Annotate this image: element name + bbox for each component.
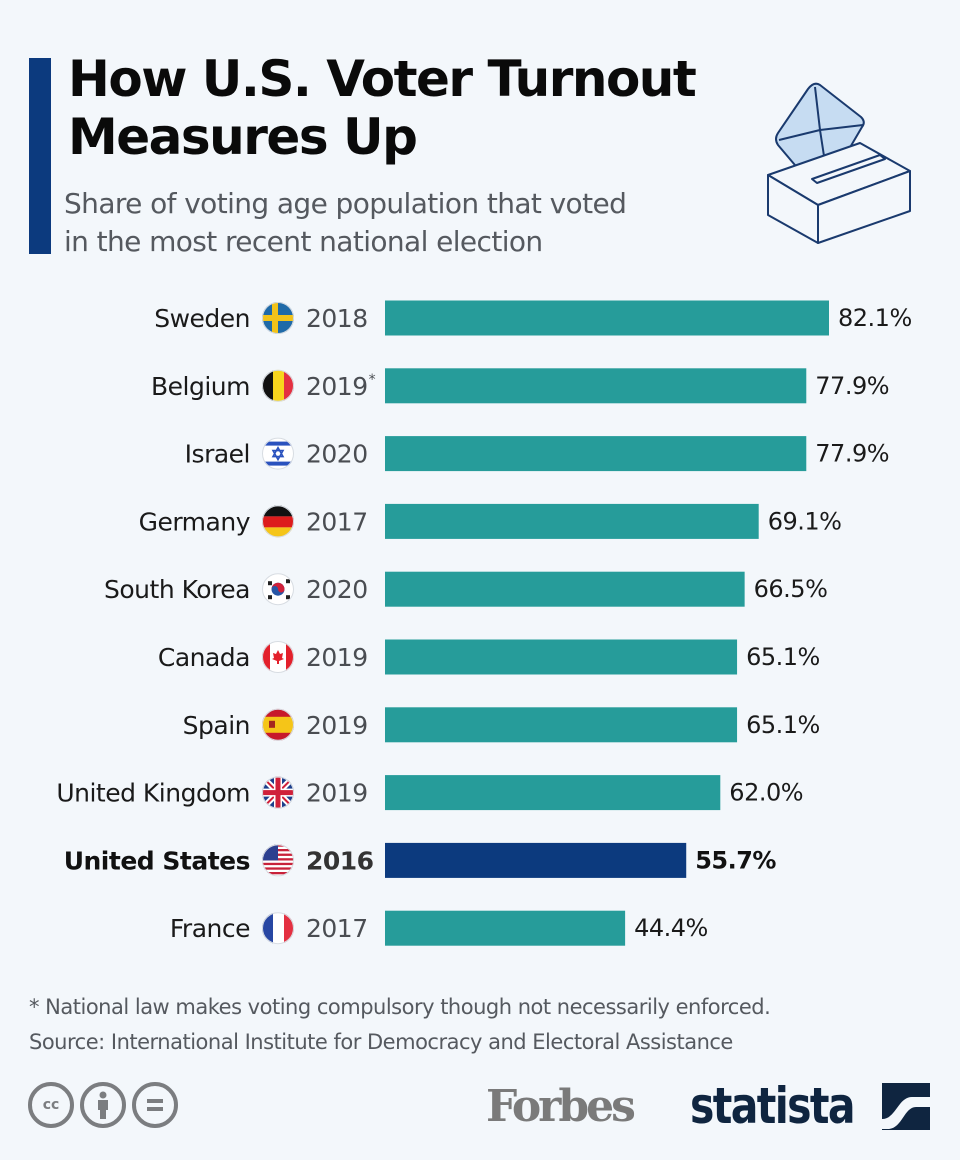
bar: [385, 571, 745, 607]
bar: [385, 775, 721, 811]
cc-text: cc: [42, 1097, 60, 1113]
united-kingdom-flag-icon: [262, 776, 294, 809]
cc-icon[interactable]: cc: [28, 1082, 74, 1128]
country-label: France: [170, 914, 250, 943]
year-label: 2019: [306, 372, 368, 401]
bar-row: United Kingdom 2019 62.0%: [56, 775, 804, 811]
value-label: 82.1%: [838, 304, 912, 332]
country-label: Spain: [183, 711, 250, 740]
year-label: 2017: [306, 507, 368, 536]
united-states-flag-icon: [262, 844, 294, 877]
source-label: Source: International Institute for Demo…: [29, 1030, 733, 1054]
france-flag-icon: [262, 912, 294, 945]
bar-row: Spain 2019 65.1%: [183, 707, 820, 743]
subtitle-line-2: in the most recent national election: [64, 225, 543, 258]
subtitle-line-1: Share of voting age population that vote…: [64, 187, 627, 220]
bar: [385, 842, 687, 878]
year-label: 2018: [306, 304, 368, 333]
israel-flag-icon: [262, 437, 294, 470]
bar-row: United States 2016 55.7%: [64, 842, 777, 878]
belgium-flag-icon: [262, 369, 294, 402]
value-label: 65.1%: [746, 711, 820, 739]
value-label: 44.4%: [634, 914, 708, 942]
ballot-box-icon: [767, 82, 911, 244]
statista-logo-icon[interactable]: [882, 1083, 930, 1130]
country-label: United Kingdom: [56, 779, 250, 808]
equals-icon: [147, 1099, 163, 1111]
value-label: 69.1%: [768, 507, 842, 535]
bar: [385, 910, 626, 946]
germany-flag-icon: [262, 505, 294, 538]
bar-row: Belgium 2019 * 77.9%: [151, 368, 890, 404]
south-korea-flag-icon: [262, 573, 294, 606]
year-label: 2019: [306, 643, 368, 672]
country-label: Germany: [139, 507, 251, 536]
bar-row: Canada 2019 65.1%: [158, 639, 820, 675]
bar-row: Israel 2020 77.9%: [185, 436, 890, 472]
bar-row: Germany 2017 69.1%: [139, 503, 842, 539]
country-label: Israel: [185, 440, 250, 469]
year-label: 2019: [306, 711, 368, 740]
country-label: Canada: [158, 643, 250, 672]
statista-logo[interactable]: statista: [690, 1077, 856, 1135]
year-label: 2017: [306, 914, 368, 943]
chart-subtitle: Share of voting age population that vote…: [64, 185, 704, 261]
year-label: 2020: [306, 575, 368, 604]
bar: [385, 707, 738, 743]
chart-title: How U.S. Voter Turnout Measures Up: [68, 50, 768, 166]
value-label: 65.1%: [746, 643, 820, 671]
bar-row: France 2017 44.4%: [170, 910, 708, 946]
country-label: Sweden: [154, 304, 250, 333]
spain-flag-icon: [262, 708, 294, 741]
chart-footnote: * National law makes voting compulsory t…: [29, 990, 771, 1060]
bar-row: Sweden 2018 82.1%: [154, 300, 912, 336]
canada-flag-icon: [262, 641, 294, 673]
bar: [385, 639, 738, 675]
no-derivatives-icon[interactable]: [132, 1082, 178, 1128]
footnote-asterisk: *: [369, 372, 376, 388]
license-icons: cc: [28, 1082, 178, 1128]
bar-chart: Sweden 2018 82.1%Belgium 2019 * 77.9%Israel 20…: [56, 300, 912, 946]
attribution-icon[interactable]: [80, 1082, 126, 1128]
country-label: South Korea: [104, 575, 250, 604]
sweden-flag-icon: [262, 302, 294, 334]
bar: [385, 503, 759, 539]
title-line-1: How U.S. Voter Turnout: [68, 50, 697, 108]
country-label: Belgium: [151, 372, 250, 401]
value-label: 77.9%: [815, 372, 889, 400]
footnote-compulsory: * National law makes voting compulsory t…: [29, 995, 771, 1019]
person-icon: [98, 1091, 108, 1119]
title-accent-bar: [29, 58, 51, 254]
value-label: 66.5%: [754, 575, 828, 603]
value-label: 62.0%: [729, 779, 803, 807]
bar: [385, 300, 829, 336]
value-label: 55.7%: [695, 846, 776, 874]
value-label: 77.9%: [815, 440, 889, 468]
year-label: 2016: [306, 846, 374, 875]
bar-row: South Korea 2020 66.5%: [104, 571, 828, 607]
country-label: United States: [64, 846, 250, 875]
forbes-logo[interactable]: Forbes: [486, 1081, 636, 1132]
year-label: 2020: [306, 440, 368, 469]
year-label: 2019: [306, 779, 368, 808]
title-line-2: Measures Up: [68, 108, 418, 166]
bar: [385, 368, 807, 404]
bar: [385, 436, 807, 472]
